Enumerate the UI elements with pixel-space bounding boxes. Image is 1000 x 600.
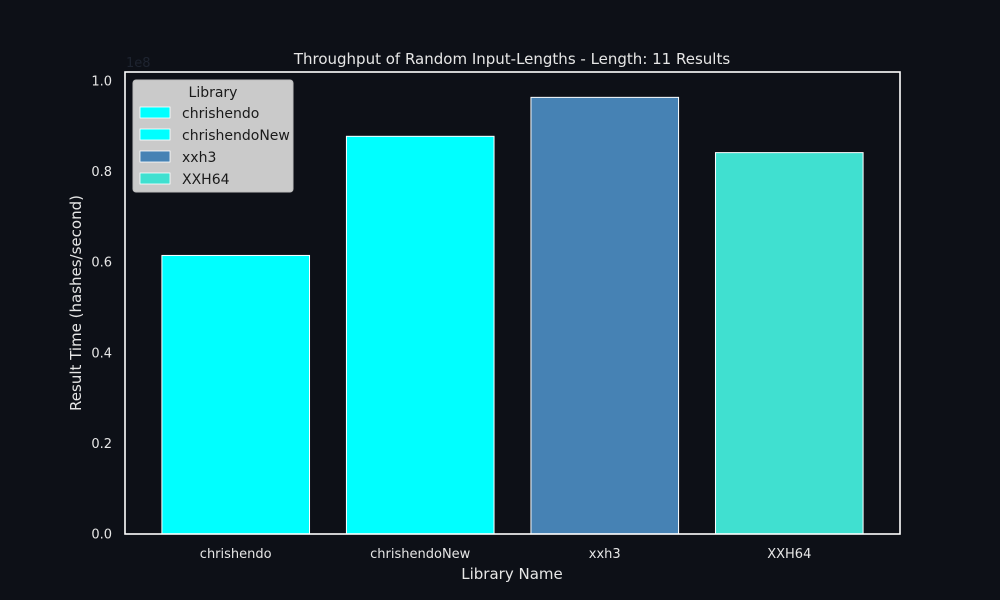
- legend: Library chrishendo chrishendoNew xxh3 XXH64: [132, 79, 294, 193]
- bar-chrishendo: [161, 254, 311, 535]
- y-tick-label: 1.0: [91, 75, 112, 90]
- legend-title: Library: [189, 85, 238, 101]
- y-tick-label: 0.8: [91, 165, 112, 180]
- x-tick-label: chrishendoNew: [370, 547, 471, 562]
- x-tick-label: chrishendo: [200, 547, 272, 562]
- plot-frame: [124, 71, 901, 535]
- bar-xxh64: [714, 152, 864, 535]
- bars-group: [161, 96, 864, 535]
- legend-swatch-xxh64: [139, 172, 171, 185]
- y-tick-label: 0.6: [91, 256, 112, 271]
- legend-swatch-chrishendo: [139, 106, 171, 119]
- y-axis-ticks: 0.0 0.2 0.4 0.6 0.8 1.0: [91, 75, 112, 543]
- y-axis-label: Result Time (hashes/second): [67, 195, 85, 411]
- legend-box: [132, 79, 294, 193]
- legend-label: XXH64: [182, 172, 230, 188]
- x-tick-label: xxh3: [589, 547, 621, 562]
- x-axis-label: Library Name: [461, 565, 562, 583]
- legend-swatch-xxh3: [139, 150, 171, 163]
- legend-label: xxh3: [182, 150, 216, 166]
- bar-chrishendonew: [345, 135, 495, 535]
- y-tick-label: 0.4: [91, 346, 112, 361]
- legend-label: chrishendoNew: [182, 128, 290, 144]
- legend-entries: chrishendo chrishendoNew xxh3 XXH64: [139, 106, 290, 188]
- x-axis-ticks: chrishendo chrishendoNew xxh3 XXH64: [200, 547, 812, 562]
- y-tick-label: 0.2: [91, 437, 112, 452]
- x-tick-label: XXH64: [767, 547, 811, 562]
- legend-swatch-chrishendonew: [139, 128, 171, 141]
- bar-xxh3: [530, 96, 680, 535]
- y-tick-label: 0.0: [91, 528, 112, 543]
- y-scale-label: 1e8: [126, 56, 151, 71]
- chart-title: Throughput of Random Input-Lengths - Len…: [293, 50, 731, 68]
- legend-label: chrishendo: [182, 106, 259, 122]
